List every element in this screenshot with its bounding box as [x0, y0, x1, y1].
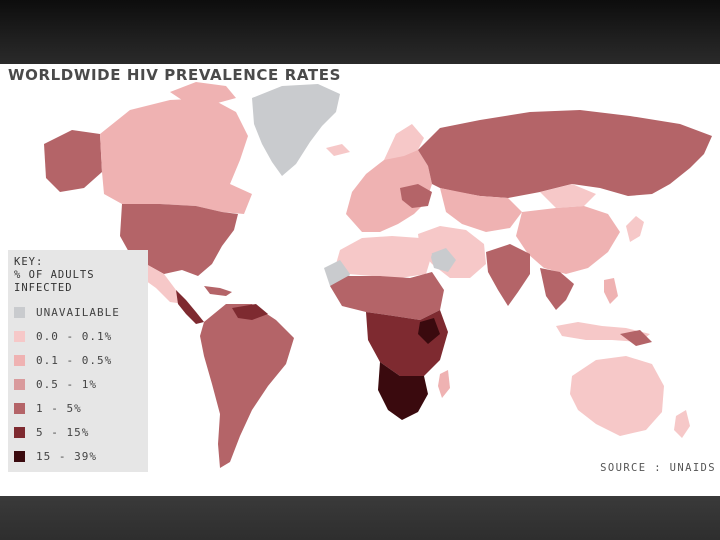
region-scandinavia — [384, 124, 424, 160]
region-canada — [100, 98, 252, 214]
legend-label: UNAVAILABLE — [36, 306, 120, 319]
legend-swatch — [14, 355, 25, 366]
region-new-zealand — [674, 410, 690, 438]
map-title: WORLDWIDE HIV PREVALENCE RATES — [8, 66, 341, 84]
region-japan — [626, 216, 644, 242]
region-russia — [418, 110, 712, 198]
legend-swatch — [14, 403, 25, 414]
region-central-asia — [440, 188, 522, 232]
legend-title-line: INFECTED — [14, 282, 73, 294]
region-philippines — [604, 278, 618, 304]
region-india — [486, 244, 530, 306]
region-papua-new-guinea — [620, 330, 652, 346]
region-mongolia — [540, 184, 596, 208]
legend-label: 1 - 5% — [36, 402, 82, 415]
legend-label: 5 - 15% — [36, 426, 90, 439]
legend-item-0-5-1: 0.5 - 1% — [14, 378, 144, 392]
region-iceland — [326, 144, 350, 156]
legend-item-1-5: 1 - 5% — [14, 402, 144, 416]
region-china — [516, 206, 620, 274]
source-note: SOURCE : UNAIDS — [600, 462, 716, 474]
legend-swatch — [14, 331, 25, 342]
legend-item-0-0-1: 0.0 - 0.1% — [14, 330, 144, 344]
region-middle-east-unavailable — [430, 248, 456, 272]
region-australia — [570, 356, 664, 436]
bottom-band — [0, 496, 720, 540]
region-south-america — [200, 304, 294, 468]
region-alaska — [44, 130, 102, 192]
legend-swatch — [14, 307, 25, 318]
region-madagascar — [438, 370, 450, 398]
region-sahel — [330, 272, 444, 320]
legend-title: KEY: % OF ADULTS INFECTED — [14, 256, 144, 295]
legend-label: 0.0 - 0.1% — [36, 330, 113, 343]
legend-box: KEY: % OF ADULTS INFECTED UNAVAILABLE 0.… — [8, 250, 148, 472]
legend-label: 0.5 - 1% — [36, 378, 97, 391]
legend-title-line: % OF ADULTS — [14, 269, 95, 281]
region-europe — [346, 148, 432, 232]
legend-label: 15 - 39% — [36, 450, 97, 463]
legend-title-line: KEY: — [14, 256, 44, 268]
legend-item-5-15: 5 - 15% — [14, 426, 144, 440]
legend-item-0-1-0-5: 0.1 - 0.5% — [14, 354, 144, 368]
legend-label: 0.1 - 0.5% — [36, 354, 113, 367]
legend-item-unavailable: UNAVAILABLE — [14, 306, 144, 320]
region-guianas — [232, 304, 268, 320]
region-east-africa-high — [418, 318, 440, 344]
region-arctic-islands — [170, 82, 236, 104]
world-map — [44, 82, 712, 468]
legend-swatch — [14, 451, 25, 462]
region-central-america — [176, 290, 204, 324]
top-band — [0, 0, 720, 64]
legend-item-15-39: 15 - 39% — [14, 450, 144, 464]
region-southern-africa — [378, 362, 428, 420]
region-north-africa — [336, 236, 432, 278]
region-southeast-asia — [540, 268, 574, 310]
region-eastern-europe — [400, 184, 432, 208]
legend-swatch — [14, 427, 25, 438]
region-central-east-africa — [366, 310, 448, 376]
region-greenland — [252, 84, 340, 176]
map-panel: WORLDWIDE HIV PREVALENCE RATES KEY: % OF… — [0, 64, 720, 496]
region-usa — [120, 204, 238, 276]
region-caribbean — [204, 286, 232, 296]
legend-swatch — [14, 379, 25, 390]
